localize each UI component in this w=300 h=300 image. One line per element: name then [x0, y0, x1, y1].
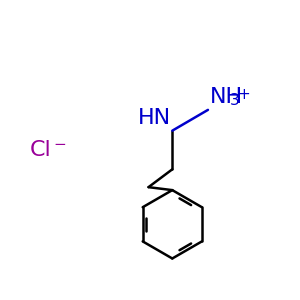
Text: HN: HN	[138, 108, 171, 128]
Text: Cl: Cl	[30, 140, 52, 160]
Text: 3: 3	[230, 93, 239, 108]
Text: NH: NH	[209, 87, 243, 107]
Text: −: −	[53, 137, 66, 152]
Text: +: +	[237, 87, 250, 102]
